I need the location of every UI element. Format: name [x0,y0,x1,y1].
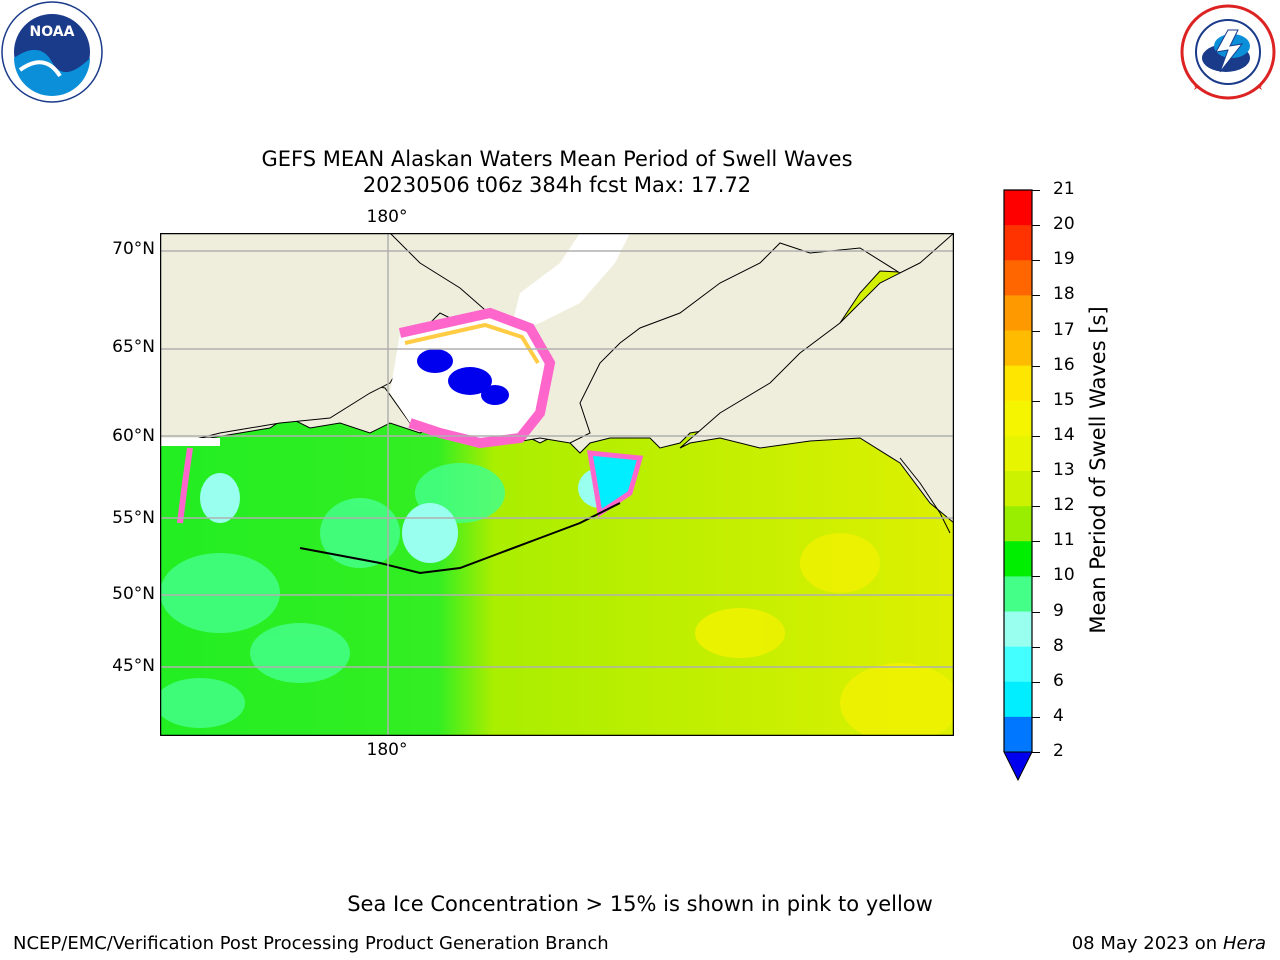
colorbar-segment [1004,646,1032,683]
graticule [160,233,954,736]
colorbar-tick-mark [1032,190,1040,191]
colorbar-tick-label: 19 [1053,249,1075,270]
colorbar-tick-label: 16 [1053,354,1075,375]
colorbar-tick-label: 20 [1053,214,1075,235]
lon-label-bottom: 180° [366,740,408,760]
colorbar-segment [1004,471,1032,507]
lon-label-top: 180° [366,207,408,227]
nws-logo [1176,0,1280,104]
machine-name: Hera [1222,933,1266,954]
arctic-ice [510,233,630,333]
colorbar-tick-label: 15 [1053,389,1075,410]
colorbar-tick-mark [1032,260,1040,262]
colorbar-tick-mark [1032,681,1040,683]
colorbar-segment [1004,225,1032,261]
colorbar-tick-mark [1032,295,1040,297]
plot-title: GEFS MEAN Alaskan Waters Mean Period of … [261,147,853,171]
colorbar-segment [1004,506,1032,542]
colorbar-tick-mark [1032,752,1040,753]
colorbar-tick-mark [1032,611,1040,613]
ice-edge-kamchatka [177,447,193,524]
sea-ice [390,307,556,449]
colorbar-tick-label: 4 [1053,705,1064,726]
colorbar-segment [1004,611,1032,648]
map-panel [155,231,960,743]
colorbar-tick-label: 13 [1053,460,1075,480]
date-text: 08 May 2023 on [1071,933,1218,954]
lat-label-70: 70°N [112,239,155,259]
plot-subtitle: 20230506 t06z 384h fcst Max: 17.72 [362,173,752,197]
colorbar-tick-mark [1032,506,1040,508]
colorbar-segment [1004,681,1032,718]
coastal-strip [160,438,220,446]
colorbar-tick-label: 6 [1053,670,1064,691]
colorbar-tick-label: 11 [1053,530,1075,551]
lat-label-55: 55°N [112,508,155,528]
colorbar-segment [1004,190,1032,226]
colorbar-segment [1004,260,1032,296]
colorbar-tick-label: 14 [1053,424,1075,445]
lat-label-60: 60°N [112,426,155,446]
credit-text: NCEP/EMC/Verification Post Processing Pr… [13,933,609,954]
aleutian-chain [299,502,621,575]
map-frame [159,232,955,737]
colorbar-tick-label: 2 [1053,741,1064,761]
noaa-logo: NOAA [0,0,104,104]
colorbar-tick-mark [1032,400,1040,402]
colorbar-tick-mark [1032,541,1040,543]
colorbar-tick-mark [1032,330,1040,332]
colorbar-segment [1004,330,1032,367]
colorbar-tick-label: 8 [1053,635,1064,656]
colorbar-tick-label: 21 [1053,179,1075,199]
alaska-land [679,231,955,525]
colorbar-tick-mark [1032,576,1040,578]
date-stamp: 08 May 2023 on Hera [1072,933,1266,954]
colorbar-tick-mark [1032,471,1040,472]
colorbar-segment [1004,716,1032,753]
warm-patches [695,533,960,743]
colorbar-tick-mark [1032,646,1040,648]
map-canvas [155,231,960,743]
ice-edge-bristol [586,450,644,518]
colorbar-tick-mark [1032,225,1040,227]
colorbar-canvas [1003,189,1033,782]
noaa-logo-text: NOAA [30,24,75,40]
colorbar-segment [1004,400,1032,437]
colorbar [1000,186,1040,786]
panhandle-coast [899,457,951,534]
colorbar-segment [1004,576,1032,612]
colorbar-tick-mark [1032,435,1040,437]
colorbar-segment [1004,541,1032,577]
colorbar-tick-mark [1032,716,1040,718]
colorbar-tick-label: 18 [1053,284,1075,305]
colorbar-segment [1004,365,1032,402]
lat-label-50: 50°N [112,584,155,604]
colorbar-tick-label: 12 [1053,495,1075,516]
colorbar-tick-mark [1032,365,1040,367]
colorbar-tick-label: 17 [1053,319,1075,340]
colorbar-tick-label: 9 [1053,600,1064,621]
lat-label-65: 65°N [112,337,155,357]
colorbar-tick-label: 10 [1053,565,1075,586]
lat-label-45: 45°N [112,656,155,676]
sea-ice-note: Sea Ice Concentration > 15% is shown in … [347,892,933,916]
colorbar-segment [1004,435,1032,472]
colorbar-label: Mean Period of Swell Waves [s] [1086,306,1110,634]
colorbar-extend-triangle [1003,751,1033,782]
colorbar-segment [1004,295,1032,331]
